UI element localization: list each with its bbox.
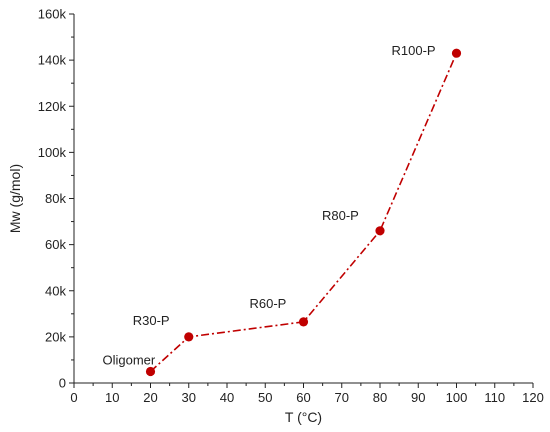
point-label: Oligomer [103, 352, 156, 367]
y-tick-label: 160k [38, 7, 67, 22]
y-tick-label: 40k [45, 283, 66, 298]
y-tick-label: 120k [38, 99, 67, 114]
y-axis-title: Mw (g/mol) [7, 164, 23, 233]
plot-area: 0 10 20 30 40 50 60 70 80 90 100 110 120 0 20k 40k 60k 8… [38, 7, 544, 406]
x-tick-label: 60 [296, 390, 310, 405]
y-tick-label: 60k [45, 237, 66, 252]
x-tick-label: 0 [70, 390, 77, 405]
series-points [145, 48, 462, 377]
point-label: R30-P [133, 313, 170, 328]
y-tick-label: 80k [45, 191, 66, 206]
data-point [184, 332, 194, 342]
x-tick-label: 40 [220, 390, 234, 405]
y-axis-ticks: 0 20k 40k 60k 80k 100k 120k 140k 160k [38, 7, 74, 391]
point-label: R80-P [322, 208, 359, 223]
x-tick-label: 110 [484, 390, 505, 405]
y-tick-label: 100k [38, 145, 67, 160]
x-axis-ticks: 0 10 20 30 40 50 60 70 80 90 100 110 120 [70, 383, 544, 405]
x-tick-label: 120 [522, 390, 544, 405]
x-tick-label: 70 [335, 390, 349, 405]
point-annotations: Oligomer R30-P R60-P R80-P R100-P [103, 43, 436, 367]
point-label: R100-P [392, 43, 436, 58]
x-tick-label: 80 [373, 390, 387, 405]
x-axis-title: T (°C) [285, 409, 322, 425]
y-tick-label: 20k [45, 329, 66, 344]
data-point [145, 366, 156, 377]
y-tick-label: 0 [59, 376, 66, 391]
point-label: R60-P [250, 296, 287, 311]
x-tick-label: 30 [182, 390, 196, 405]
x-tick-label: 90 [411, 390, 425, 405]
x-tick-label: 50 [258, 390, 272, 405]
data-point [375, 226, 385, 236]
x-tick-label: 10 [105, 390, 119, 405]
x-tick-label: 100 [446, 390, 468, 405]
data-point [451, 48, 462, 58]
data-point [298, 317, 309, 327]
y-tick-label: 140k [38, 53, 67, 68]
x-tick-label: 20 [143, 390, 157, 405]
